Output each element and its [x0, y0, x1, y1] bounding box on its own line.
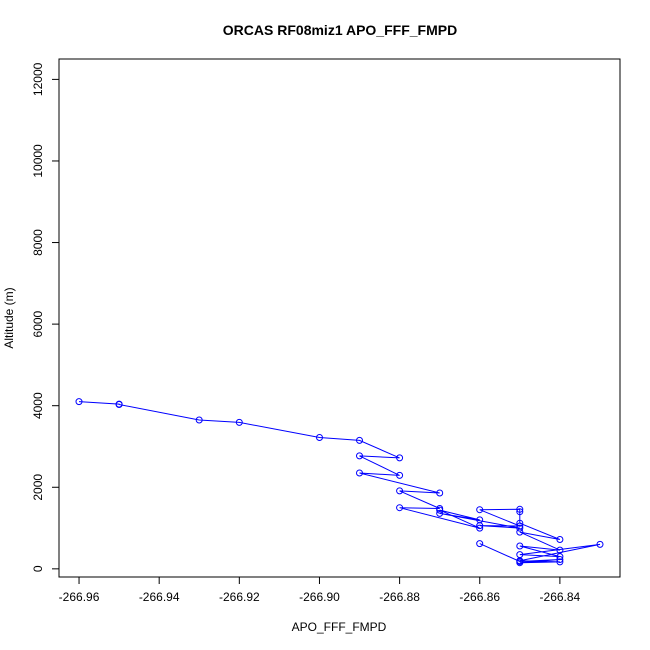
- x-axis-label: APO_FFF_FMPD: [292, 620, 387, 634]
- y-tick-label: 2000: [31, 474, 45, 501]
- y-tick-label: 8000: [31, 229, 45, 256]
- y-tick-label: 0: [31, 565, 45, 572]
- x-tick-label: -266.90: [299, 590, 340, 604]
- data-point: [556, 558, 564, 566]
- data-point: [556, 556, 564, 563]
- data-point: [596, 540, 604, 548]
- data-point: [396, 487, 404, 495]
- x-axis: -266.96 -266.94 -266.92 -266.90 -266.88 -266.…: [59, 577, 581, 604]
- x-tick-label: -266.94: [139, 590, 180, 604]
- x-tick-label: -266.96: [59, 590, 100, 604]
- data-point: [356, 469, 363, 477]
- data-point: [516, 528, 524, 536]
- data-point: [195, 416, 203, 424]
- data-point: [516, 519, 524, 527]
- series-apo-fff-fmpd: [75, 398, 604, 567]
- data-point: [516, 542, 524, 550]
- series-line: [78, 401, 601, 564]
- data-point: [516, 524, 524, 532]
- y-tick-label: 10000: [31, 144, 45, 178]
- x-tick-label: -266.86: [459, 590, 500, 604]
- data-point: [556, 553, 564, 561]
- data-point: [516, 508, 524, 516]
- data-point: [476, 506, 484, 514]
- data-point: [516, 558, 524, 565]
- data-point: [396, 454, 404, 462]
- data-point: [316, 434, 323, 441]
- data-point: [396, 504, 404, 512]
- data-point: [476, 540, 484, 548]
- data-point: [436, 506, 444, 514]
- x-tick-label: -266.84: [540, 590, 581, 604]
- chart-title: ORCAS RF08miz1 APO_FFF_FMPD: [223, 22, 457, 38]
- y-tick-label: 12000: [31, 62, 45, 96]
- data-point: [556, 536, 564, 543]
- y-tick-label: 4000: [31, 392, 45, 419]
- data-point: [476, 522, 484, 530]
- data-point: [436, 489, 444, 497]
- data-point: [476, 524, 484, 532]
- data-point: [516, 505, 524, 513]
- x-tick-label: -266.88: [379, 590, 420, 604]
- y-tick-label: 6000: [31, 310, 45, 337]
- y-axis: 0 2000 4000 6000 8000 10000 12000: [31, 62, 59, 572]
- data-point: [235, 418, 243, 426]
- y-axis-label: Altitude (m): [2, 287, 16, 348]
- data-point: [356, 436, 363, 444]
- data-point: [356, 452, 363, 460]
- data-point: [436, 509, 444, 517]
- x-tick-label: -266.92: [219, 590, 260, 604]
- data-point: [396, 471, 404, 479]
- data-point: [75, 398, 83, 406]
- data-point: [115, 401, 123, 408]
- plot-frame: [58, 58, 621, 578]
